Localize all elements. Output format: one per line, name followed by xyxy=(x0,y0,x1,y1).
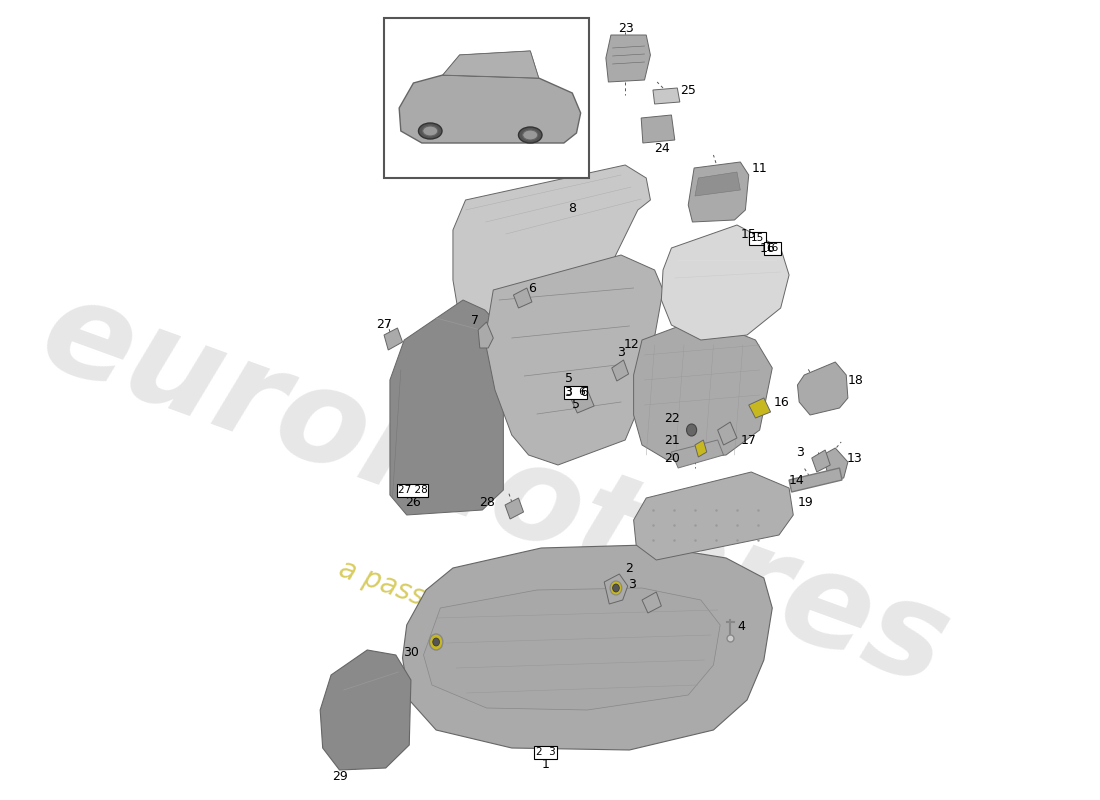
Polygon shape xyxy=(505,498,524,519)
Text: 2: 2 xyxy=(625,562,634,574)
Polygon shape xyxy=(717,422,737,445)
Text: 5: 5 xyxy=(572,398,580,411)
Text: 13: 13 xyxy=(846,451,862,465)
Polygon shape xyxy=(749,398,771,418)
Polygon shape xyxy=(399,75,581,143)
Polygon shape xyxy=(514,288,532,308)
Polygon shape xyxy=(453,165,650,345)
Text: 16: 16 xyxy=(766,243,779,253)
Polygon shape xyxy=(320,650,411,770)
Polygon shape xyxy=(812,450,830,472)
Polygon shape xyxy=(571,390,594,413)
Polygon shape xyxy=(485,255,663,465)
Text: 29: 29 xyxy=(332,770,349,782)
Polygon shape xyxy=(604,574,628,604)
Text: 17: 17 xyxy=(740,434,756,446)
Text: 23: 23 xyxy=(618,22,634,34)
Polygon shape xyxy=(443,51,539,78)
Text: 15: 15 xyxy=(740,227,757,241)
Text: 12: 12 xyxy=(624,338,639,351)
Text: 16: 16 xyxy=(759,242,775,254)
Text: 28: 28 xyxy=(480,495,495,509)
Text: 21: 21 xyxy=(664,434,680,446)
Polygon shape xyxy=(823,448,848,480)
Ellipse shape xyxy=(518,127,542,143)
Polygon shape xyxy=(798,362,848,415)
Polygon shape xyxy=(389,300,504,515)
Polygon shape xyxy=(695,172,740,196)
Circle shape xyxy=(613,584,619,592)
Polygon shape xyxy=(695,440,706,457)
Text: 27: 27 xyxy=(375,318,392,331)
Polygon shape xyxy=(384,328,403,350)
Circle shape xyxy=(429,634,443,650)
Polygon shape xyxy=(689,162,749,222)
Circle shape xyxy=(610,581,621,595)
Bar xyxy=(384,18,590,178)
Circle shape xyxy=(686,424,696,436)
Polygon shape xyxy=(789,468,842,492)
Text: 16: 16 xyxy=(774,395,790,409)
Text: 3: 3 xyxy=(796,446,804,458)
Ellipse shape xyxy=(422,126,438,136)
Polygon shape xyxy=(403,545,772,750)
Text: 3: 3 xyxy=(617,346,625,358)
Text: 3  6: 3 6 xyxy=(565,386,590,398)
Text: 6: 6 xyxy=(529,282,537,294)
Text: 25: 25 xyxy=(680,83,695,97)
Polygon shape xyxy=(424,588,720,710)
Ellipse shape xyxy=(522,130,538,140)
Text: 1: 1 xyxy=(541,758,549,771)
Text: 11: 11 xyxy=(751,162,767,174)
Polygon shape xyxy=(671,440,724,468)
Text: 2  3: 2 3 xyxy=(536,747,556,757)
Polygon shape xyxy=(641,115,674,143)
Text: 24: 24 xyxy=(654,142,670,154)
Text: euromotores: euromotores xyxy=(25,267,965,713)
Text: 4: 4 xyxy=(737,619,745,633)
Text: 14: 14 xyxy=(789,474,804,486)
Text: 7: 7 xyxy=(472,314,480,326)
Text: 5: 5 xyxy=(565,371,573,385)
Bar xyxy=(397,483,428,497)
Ellipse shape xyxy=(418,123,442,139)
Text: 22: 22 xyxy=(664,411,680,425)
Polygon shape xyxy=(642,592,661,613)
Polygon shape xyxy=(634,472,793,560)
Polygon shape xyxy=(653,88,680,104)
Polygon shape xyxy=(661,225,789,340)
Text: 30: 30 xyxy=(404,646,419,658)
Polygon shape xyxy=(443,51,539,78)
Text: 27 28: 27 28 xyxy=(398,485,428,495)
Polygon shape xyxy=(478,322,493,348)
Polygon shape xyxy=(634,318,772,460)
Text: 3  6: 3 6 xyxy=(565,387,585,397)
Text: 26: 26 xyxy=(405,497,420,510)
Text: a passion for parts since 1985: a passion for parts since 1985 xyxy=(336,555,739,725)
Text: 20: 20 xyxy=(664,451,680,465)
Bar xyxy=(564,386,587,398)
Polygon shape xyxy=(612,360,628,381)
Bar xyxy=(749,231,766,245)
Text: 18: 18 xyxy=(848,374,864,386)
Text: 8: 8 xyxy=(569,202,576,214)
Text: 15: 15 xyxy=(750,233,763,243)
Circle shape xyxy=(432,638,440,646)
Polygon shape xyxy=(606,35,650,82)
Bar xyxy=(763,242,781,254)
Text: 3: 3 xyxy=(628,578,636,590)
Bar xyxy=(534,746,557,758)
Text: 19: 19 xyxy=(798,497,813,510)
